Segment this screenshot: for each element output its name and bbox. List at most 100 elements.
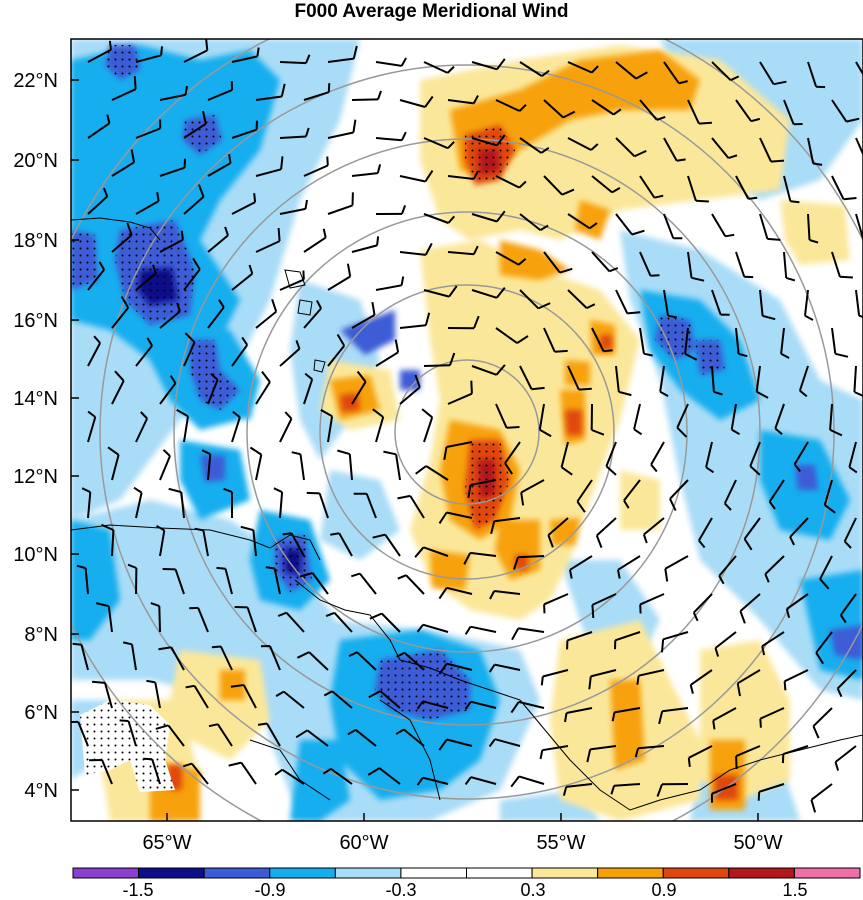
wind-barb-feather: [669, 498, 677, 511]
wind-barb-feather: [424, 242, 433, 256]
wind-barb-feather: [316, 300, 322, 309]
wind-barb-shaft: [834, 745, 857, 763]
wind-barb-shaft: [470, 551, 497, 557]
wind-barbs: [71, 39, 863, 813]
wind-barb-shaft: [331, 690, 353, 709]
wind-barb-shaft: [615, 137, 636, 158]
wind-barb-feather: [730, 75, 740, 82]
wind-barb-shaft: [111, 529, 115, 557]
wind-barb-feather: [843, 540, 852, 549]
wind-barb-shaft: [422, 700, 449, 709]
wind-barb-feather: [176, 302, 181, 312]
wind-barb-feather: [633, 428, 643, 436]
wind-barb-feather: [371, 301, 376, 316]
wind-barb-feather: [291, 451, 301, 456]
wind-barb-feather: [635, 71, 648, 80]
wind-barb-shaft: [590, 669, 617, 678]
wind-barb-shaft: [831, 99, 848, 123]
wind-barb-feather: [695, 199, 709, 203]
wind-barb-feather: [396, 651, 406, 658]
wind-barb-shaft: [423, 416, 434, 443]
wind-barb-shaft: [688, 745, 713, 759]
wind-barb-shaft: [240, 762, 257, 785]
wind-barb-feather: [280, 83, 286, 97]
wind-barb-shaft: [471, 137, 498, 147]
wind-barb-feather: [819, 578, 830, 590]
wind-barb-feather: [274, 768, 283, 776]
wind-barb-shaft: [111, 161, 135, 177]
wind-barb-shaft: [399, 324, 427, 329]
wind-barb-shaft: [543, 251, 561, 274]
wind-barb-shaft: [543, 593, 569, 606]
wind-barb-shaft: [471, 289, 498, 299]
wind-barb-shaft: [853, 365, 857, 393]
wind-barb-shaft: [786, 593, 809, 610]
wind-barb-shaft: [279, 348, 301, 367]
wind-barb-shaft: [617, 555, 641, 571]
wind-barb-shaft: [693, 593, 713, 614]
wind-barb-feather: [76, 564, 86, 570]
wind-barb-shaft: [739, 593, 761, 612]
colorbar: [72, 867, 861, 879]
wind-barb-shaft: [471, 365, 497, 376]
wind-barb-feather: [496, 58, 506, 70]
wind-barb-feather: [561, 466, 573, 476]
wind-barb-shaft: [447, 99, 474, 105]
wind-barb-shaft: [446, 441, 473, 448]
wind-barb-feather: [296, 651, 310, 659]
wind-barb-feather: [473, 315, 480, 329]
wind-barb-shaft: [283, 690, 305, 709]
wind-barb-feather: [447, 215, 456, 224]
wind-barb-shaft: [718, 555, 737, 577]
wind-barb-feather: [102, 187, 109, 197]
wind-barb-feather: [793, 463, 801, 473]
wind-barb-shaft: [269, 645, 281, 671]
wind-barb-shaft: [518, 775, 545, 785]
wind-barb-shaft: [567, 289, 588, 309]
wind-barb-feather: [590, 143, 599, 151]
wind-barb-shaft: [219, 646, 233, 671]
wind-barb-feather: [627, 311, 641, 315]
wind-barb-feather: [676, 426, 688, 438]
wind-barb-shaft: [87, 416, 97, 443]
wind-barb-shaft: [663, 289, 669, 316]
wind-barb-shaft: [761, 631, 785, 648]
wind-barb-feather: [126, 222, 133, 236]
wind-barb-shaft: [843, 517, 857, 542]
wind-barb-shaft: [107, 606, 113, 633]
wind-barb-feather: [576, 500, 586, 513]
wind-barb-shaft: [87, 268, 105, 291]
wind-barb-shaft: [639, 327, 645, 354]
wind-barb-shaft: [495, 99, 521, 112]
wind-barb-shaft: [446, 738, 473, 747]
wind-barb-feather: [180, 230, 184, 240]
wind-barb-shaft: [159, 382, 177, 405]
wind-barb-feather: [156, 192, 160, 202]
wind-barb-feather: [325, 611, 335, 618]
wind-barb-shaft: [327, 57, 354, 63]
wind-barb-shaft: [84, 568, 89, 595]
wind-barb-feather: [249, 446, 262, 456]
wind-barb-feather: [98, 261, 105, 271]
wind-barb-shaft: [348, 454, 353, 481]
wind-barb-shaft: [730, 403, 737, 430]
colorbar-label: 0.9: [651, 880, 677, 900]
colorbar-label: 0.3: [520, 880, 546, 900]
wind-barb-shaft: [423, 137, 449, 150]
wind-barb-feather: [736, 683, 741, 697]
wind-barb-feather: [160, 46, 163, 56]
wind-barb-feather: [168, 487, 182, 494]
colorbar-swatch: [793, 867, 861, 879]
wind-barb-shaft: [231, 201, 256, 215]
wind-barb-shaft: [159, 93, 186, 101]
wind-barb-shaft: [659, 365, 665, 392]
wind-barb-feather: [169, 375, 177, 384]
wind-barb-shaft: [87, 122, 110, 139]
wind-barb-shaft: [759, 213, 769, 240]
wind-barb-feather: [714, 647, 720, 657]
wind-barb-shaft: [782, 745, 809, 756]
wind-barb-shaft: [662, 707, 689, 713]
wind-barb-feather: [273, 487, 283, 494]
lon-label: 65°W: [142, 832, 192, 854]
wind-barb-shaft: [714, 631, 737, 649]
